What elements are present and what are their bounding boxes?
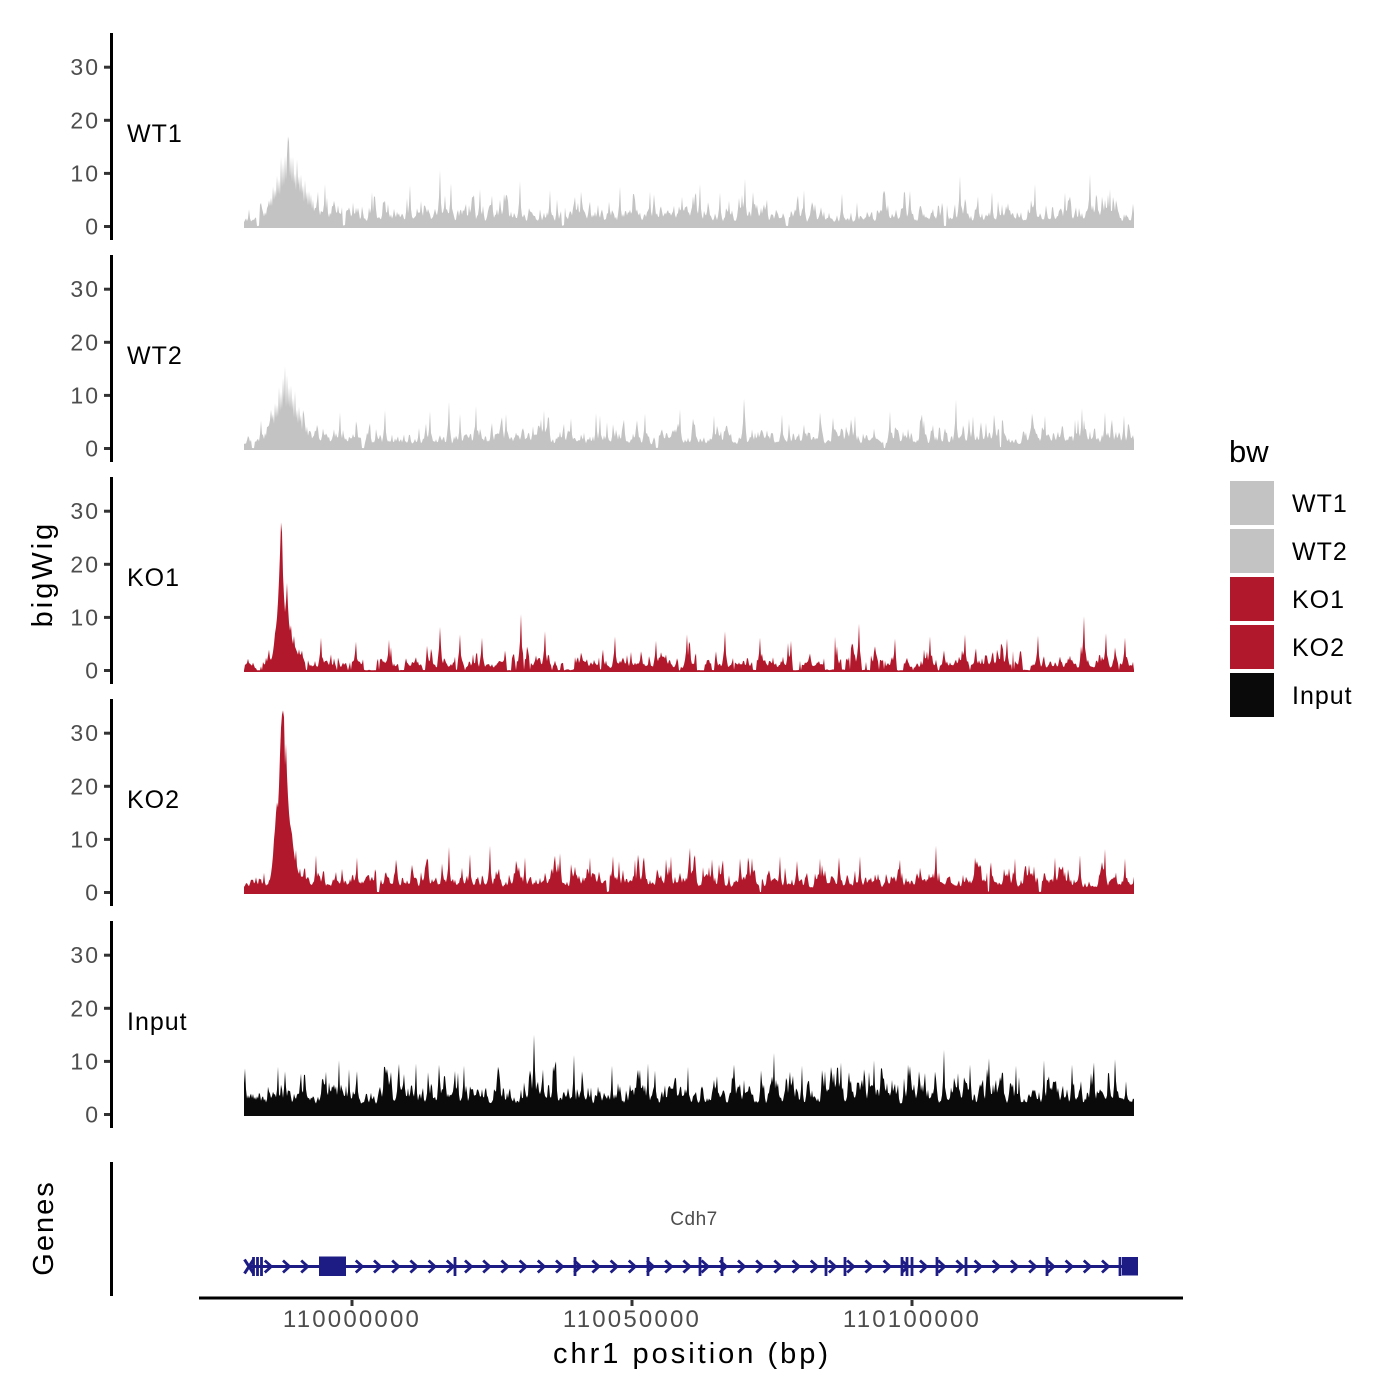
svg-text:bigWig: bigWig: [27, 521, 59, 628]
svg-text:Input: Input: [127, 1008, 188, 1036]
svg-text:30: 30: [70, 276, 100, 302]
svg-text:KO1: KO1: [1292, 586, 1345, 614]
svg-text:20: 20: [70, 551, 100, 577]
svg-text:30: 30: [70, 942, 100, 968]
svg-text:Cdh7: Cdh7: [670, 1209, 717, 1230]
svg-text:110050000: 110050000: [563, 1306, 701, 1333]
svg-text:10: 10: [70, 604, 100, 630]
svg-text:bw: bw: [1229, 434, 1269, 469]
svg-text:KO1: KO1: [127, 564, 180, 592]
svg-text:Genes: Genes: [28, 1180, 60, 1275]
svg-text:10: 10: [70, 160, 100, 186]
svg-text:KO2: KO2: [127, 786, 180, 814]
svg-text:10: 10: [70, 826, 100, 852]
svg-text:20: 20: [70, 329, 100, 355]
svg-text:30: 30: [70, 498, 100, 524]
svg-text:10: 10: [70, 1048, 100, 1074]
svg-text:0: 0: [85, 880, 100, 906]
svg-text:WT1: WT1: [1292, 490, 1348, 518]
svg-text:20: 20: [70, 995, 100, 1021]
svg-text:110100000: 110100000: [843, 1306, 981, 1333]
svg-text:20: 20: [70, 107, 100, 133]
svg-text:0: 0: [85, 1102, 100, 1128]
svg-text:Input: Input: [1292, 682, 1353, 710]
svg-text:110000000: 110000000: [283, 1306, 421, 1333]
svg-text:WT2: WT2: [1292, 538, 1348, 566]
svg-text:chr1 position (bp): chr1 position (bp): [553, 1338, 831, 1370]
svg-text:10: 10: [70, 382, 100, 408]
svg-text:WT1: WT1: [127, 120, 183, 148]
svg-text:0: 0: [85, 436, 100, 462]
svg-text:WT2: WT2: [127, 342, 183, 370]
svg-text:30: 30: [70, 720, 100, 746]
svg-text:KO2: KO2: [1292, 634, 1345, 662]
svg-text:30: 30: [70, 54, 100, 80]
svg-text:0: 0: [85, 214, 100, 240]
svg-text:0: 0: [85, 658, 100, 684]
svg-text:20: 20: [70, 773, 100, 799]
